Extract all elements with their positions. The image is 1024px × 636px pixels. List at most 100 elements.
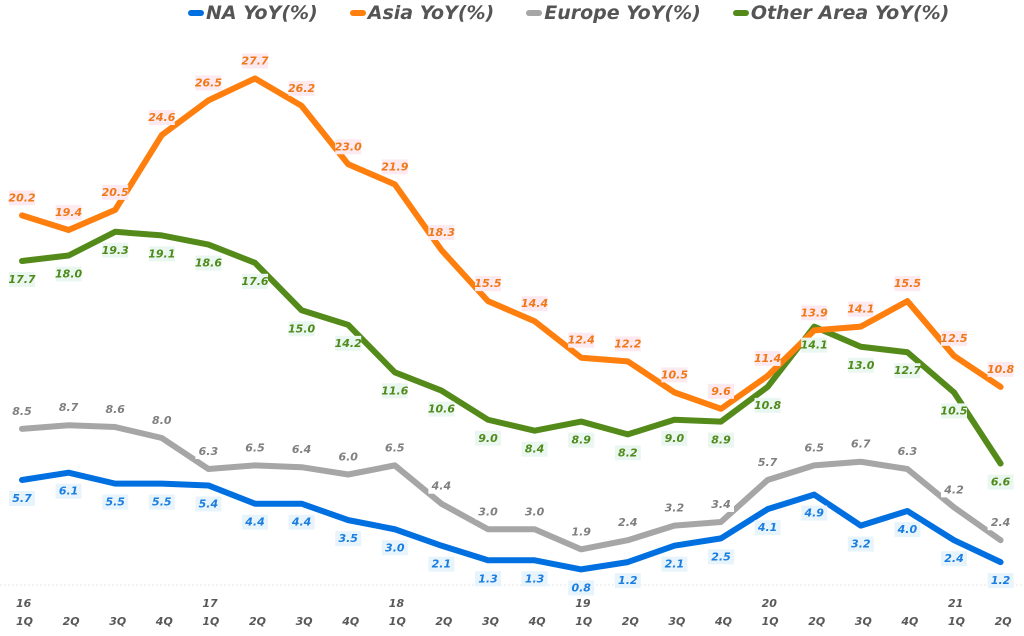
- data-label: 6.5: [804, 441, 824, 454]
- data-label: 2.1: [665, 558, 685, 571]
- data-label-bg: [894, 276, 921, 292]
- data-label-bg: [894, 444, 921, 460]
- data-label-bg: [335, 449, 362, 465]
- data-label-bg: [987, 361, 1014, 377]
- x-tick-label: 3Q: [482, 615, 499, 628]
- data-label: 15.5: [894, 277, 921, 290]
- data-label-bg: [521, 296, 548, 312]
- data-label: 8.4: [525, 443, 545, 456]
- data-label-bg: [614, 573, 641, 589]
- data-label: 12.2: [614, 337, 641, 350]
- legend-label: NA YoY(%): [206, 2, 318, 24]
- data-label: 18.6: [195, 257, 222, 270]
- data-label: 19.3: [102, 244, 129, 257]
- data-label: 4.1: [757, 521, 778, 534]
- data-label-bg: [801, 440, 828, 456]
- data-label-bg: [475, 504, 501, 520]
- data-label-bg: [288, 442, 315, 458]
- data-label: 2.1: [432, 558, 452, 571]
- legend-swatch: [188, 10, 204, 16]
- data-label-bg: [242, 514, 268, 530]
- data-label-bg: [475, 430, 501, 446]
- data-label: 11.4: [754, 352, 781, 365]
- data-label-bg: [614, 515, 641, 531]
- data-label: 8.6: [105, 403, 125, 416]
- x-year-label: 18: [389, 597, 405, 610]
- data-label: 19.4: [55, 206, 82, 219]
- data-label: 26.2: [288, 82, 315, 95]
- x-tick-label: 1Q: [575, 615, 592, 628]
- data-label: 9.0: [665, 432, 685, 445]
- data-label: 11.6: [381, 384, 408, 397]
- data-label: 4.2: [943, 483, 964, 496]
- data-label-bg: [614, 336, 641, 352]
- data-label-bg: [754, 454, 781, 470]
- data-label-bg: [148, 494, 175, 510]
- x-tick-label: 4Q: [528, 615, 546, 628]
- data-label: 20.2: [8, 191, 35, 204]
- data-label-bg: [195, 444, 222, 460]
- data-label: 3.2: [665, 502, 685, 515]
- series-line-2: [19, 422, 1004, 553]
- data-label-bg: [102, 402, 129, 418]
- data-label: 12.4: [568, 334, 595, 347]
- data-label-bg: [568, 524, 595, 540]
- series-line-0: [19, 469, 1004, 573]
- data-label-bg: [941, 551, 967, 567]
- data-label: 5.4: [199, 497, 219, 510]
- data-label-bg: [381, 540, 408, 556]
- data-label: 6.3: [199, 445, 219, 458]
- data-label-bg: [335, 139, 362, 155]
- data-label-bg: [754, 350, 781, 366]
- x-tick-label: 2Q: [435, 615, 452, 628]
- x-tick-label: 3Q: [855, 615, 872, 628]
- data-label: 2.4: [944, 552, 964, 565]
- data-label-bg: [708, 383, 734, 399]
- data-label: 3.5: [338, 532, 358, 545]
- data-label: 21.9: [381, 160, 408, 173]
- data-label: 14.1: [847, 303, 874, 316]
- data-label: 8.0: [152, 414, 172, 427]
- data-label-bg: [801, 337, 828, 353]
- data-label: 8.2: [618, 446, 638, 459]
- data-label: 15.5: [474, 277, 501, 290]
- data-label: 1.3: [525, 572, 545, 585]
- data-label-bg: [148, 246, 175, 262]
- data-label: 17.7: [8, 273, 35, 286]
- legend-swatch: [349, 10, 366, 16]
- data-label-bg: [335, 335, 362, 351]
- x-tick-label: 4Q: [155, 615, 173, 628]
- data-label: 10.8: [987, 363, 1014, 376]
- data-label: 6.5: [385, 441, 405, 454]
- data-label: 8.7: [59, 401, 79, 414]
- x-year-label: 17: [202, 597, 218, 610]
- legend-swatch: [732, 10, 749, 16]
- data-label-bg: [428, 225, 455, 241]
- data-label-bg: [614, 445, 641, 461]
- data-label-bg: [9, 271, 35, 287]
- data-label-bg: [661, 367, 688, 383]
- legend-item-na: NA YoY(%): [188, 2, 318, 24]
- data-label: 8.5: [12, 405, 32, 418]
- data-label-bg: [661, 500, 688, 516]
- data-label-bg: [381, 383, 408, 399]
- data-label-bg: [941, 330, 967, 346]
- data-label-bg: [55, 483, 82, 499]
- data-label-bg: [148, 110, 175, 126]
- data-label: 4.0: [897, 523, 918, 536]
- data-label: 4.4: [431, 480, 452, 493]
- data-label: 2.4: [618, 516, 638, 529]
- data-label-bg: [55, 266, 82, 282]
- data-label: 5.7: [12, 492, 32, 505]
- x-tick-label: 4Q: [341, 615, 359, 628]
- data-label: 6.3: [898, 445, 918, 458]
- data-label: 5.5: [152, 496, 172, 509]
- data-label-bg: [475, 571, 501, 587]
- x-year-label: 19: [575, 597, 591, 610]
- data-label-bg: [195, 496, 222, 512]
- data-label-bg: [428, 556, 455, 572]
- data-label: 3.0: [525, 505, 545, 518]
- x-tick-label: 2Q: [995, 615, 1012, 628]
- data-label: 3.2: [851, 538, 871, 551]
